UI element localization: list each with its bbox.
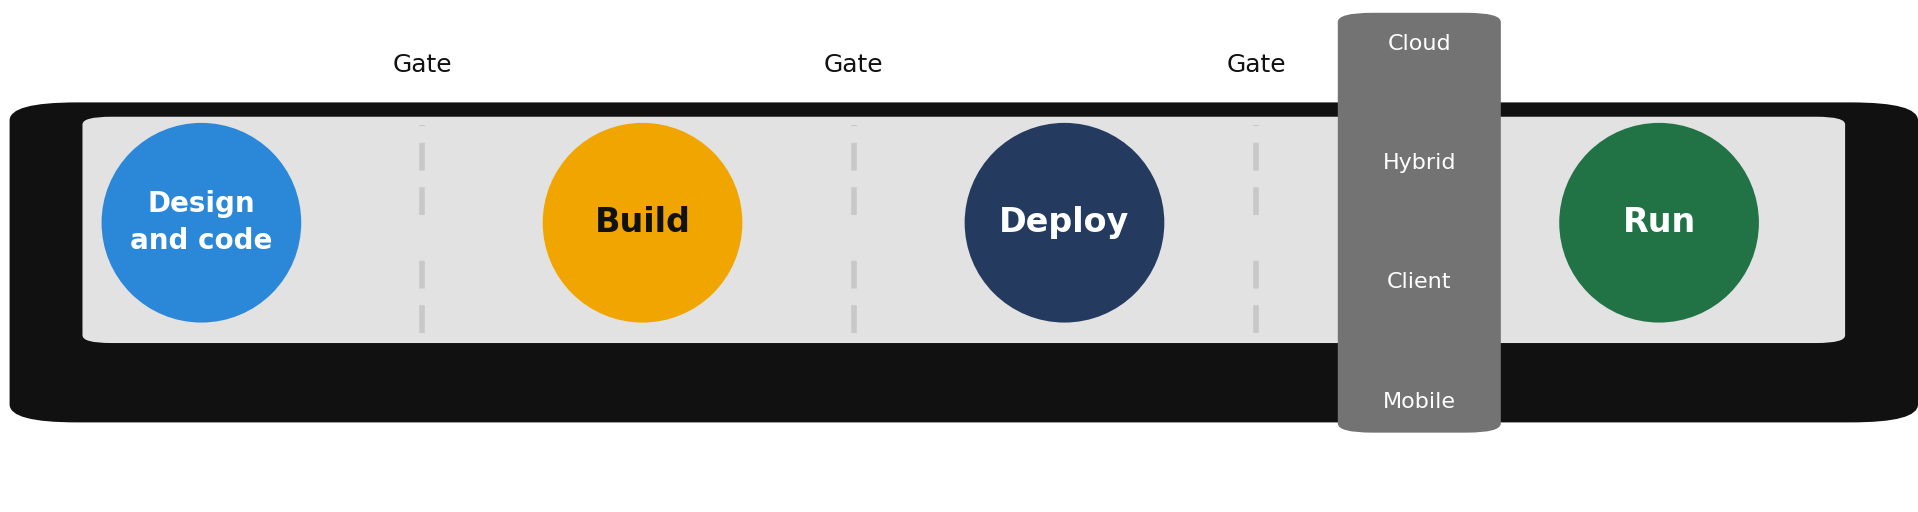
Ellipse shape [102, 123, 301, 323]
Text: Hybrid: Hybrid [1383, 153, 1456, 173]
Text: Gate: Gate [823, 53, 884, 77]
FancyBboxPatch shape [82, 117, 1845, 343]
Ellipse shape [543, 123, 742, 323]
Text: Gate: Gate [1226, 53, 1287, 77]
Text: Deploy: Deploy [999, 206, 1130, 239]
Text: Design
and code: Design and code [130, 190, 272, 255]
FancyBboxPatch shape [10, 102, 1918, 422]
Ellipse shape [1559, 123, 1759, 323]
Text: Client: Client [1387, 272, 1452, 292]
Text: Build: Build [595, 206, 690, 239]
Ellipse shape [965, 123, 1164, 323]
Text: Mobile: Mobile [1383, 392, 1456, 412]
Text: Gate: Gate [391, 53, 453, 77]
Text: Zero Trust architecture and governance: Zero Trust architecture and governance [646, 439, 1272, 467]
FancyBboxPatch shape [1339, 13, 1502, 433]
Text: Cloud: Cloud [1387, 33, 1452, 54]
Text: Run: Run [1623, 206, 1696, 239]
